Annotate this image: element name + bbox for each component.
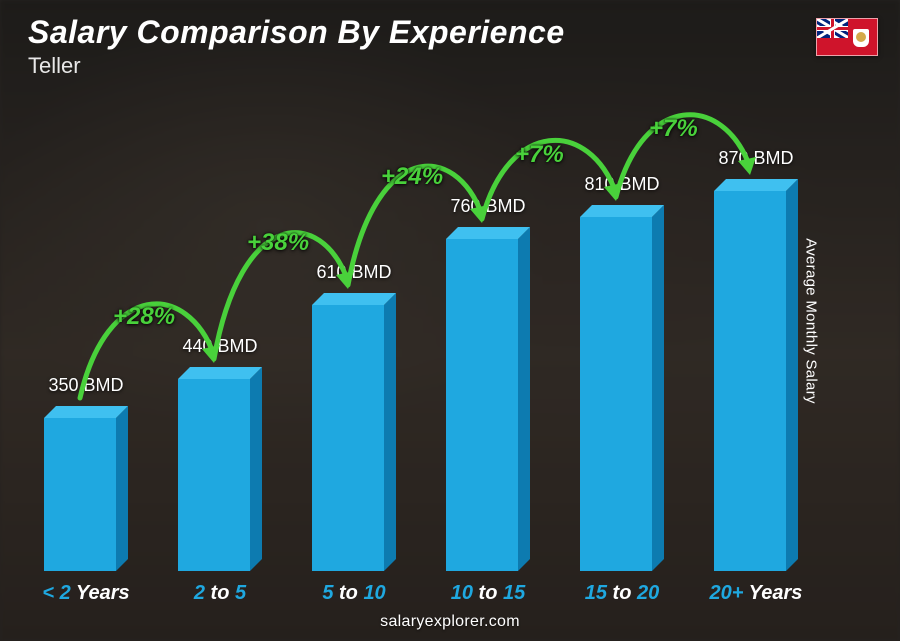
bar-side: [786, 179, 798, 571]
bar-value-label: 610 BMD: [298, 262, 410, 283]
bar-top: [580, 205, 664, 217]
bar: [714, 191, 798, 571]
bar: [44, 418, 128, 571]
bar: [446, 239, 530, 571]
bar-side: [116, 406, 128, 571]
growth-label: +38%: [247, 229, 309, 257]
bar-value-label: 870 BMD: [700, 148, 812, 169]
bar: [312, 305, 396, 571]
bar-front: [178, 379, 250, 571]
bar-top: [446, 227, 530, 239]
bar-front: [446, 239, 518, 571]
growth-label: +24%: [381, 163, 443, 191]
bar-top: [714, 179, 798, 191]
title-block: Salary Comparison By Experience Teller: [28, 14, 565, 79]
x-axis-label: 20+ Years: [689, 582, 823, 605]
growth-label: +7%: [515, 141, 564, 169]
x-axis-label: 15 to 20: [555, 582, 689, 605]
x-axis-label: 5 to 10: [287, 582, 421, 605]
bar-front: [44, 418, 116, 571]
chart-subtitle: Teller: [28, 53, 565, 79]
bar-side: [384, 293, 396, 571]
bar-side: [652, 205, 664, 571]
bar-side: [250, 367, 262, 571]
bar-value-label: 350 BMD: [30, 375, 142, 396]
salary-bar-chart: 350 BMD< 2 Years440 BMD2 to 5610 BMD5 to…: [30, 111, 850, 571]
bar: [178, 379, 262, 571]
country-flag-bermuda: [816, 18, 878, 56]
bar-side: [518, 227, 530, 571]
bar-top: [178, 367, 262, 379]
bar-front: [714, 191, 786, 571]
chart-title: Salary Comparison By Experience: [28, 14, 565, 51]
bar-top: [312, 293, 396, 305]
x-axis-label: 2 to 5: [153, 582, 287, 605]
x-axis-label: < 2 Years: [19, 582, 153, 605]
footer-source: salaryexplorer.com: [0, 613, 900, 631]
growth-label: +7%: [649, 115, 698, 143]
bar-top: [44, 406, 128, 418]
growth-label: +28%: [113, 303, 175, 331]
bar-value-label: 760 BMD: [432, 196, 544, 217]
bar-value-label: 810 BMD: [566, 174, 678, 195]
bar: [580, 217, 664, 571]
bar-value-label: 440 BMD: [164, 336, 276, 357]
bar-front: [312, 305, 384, 571]
bar-front: [580, 217, 652, 571]
x-axis-label: 10 to 15: [421, 582, 555, 605]
